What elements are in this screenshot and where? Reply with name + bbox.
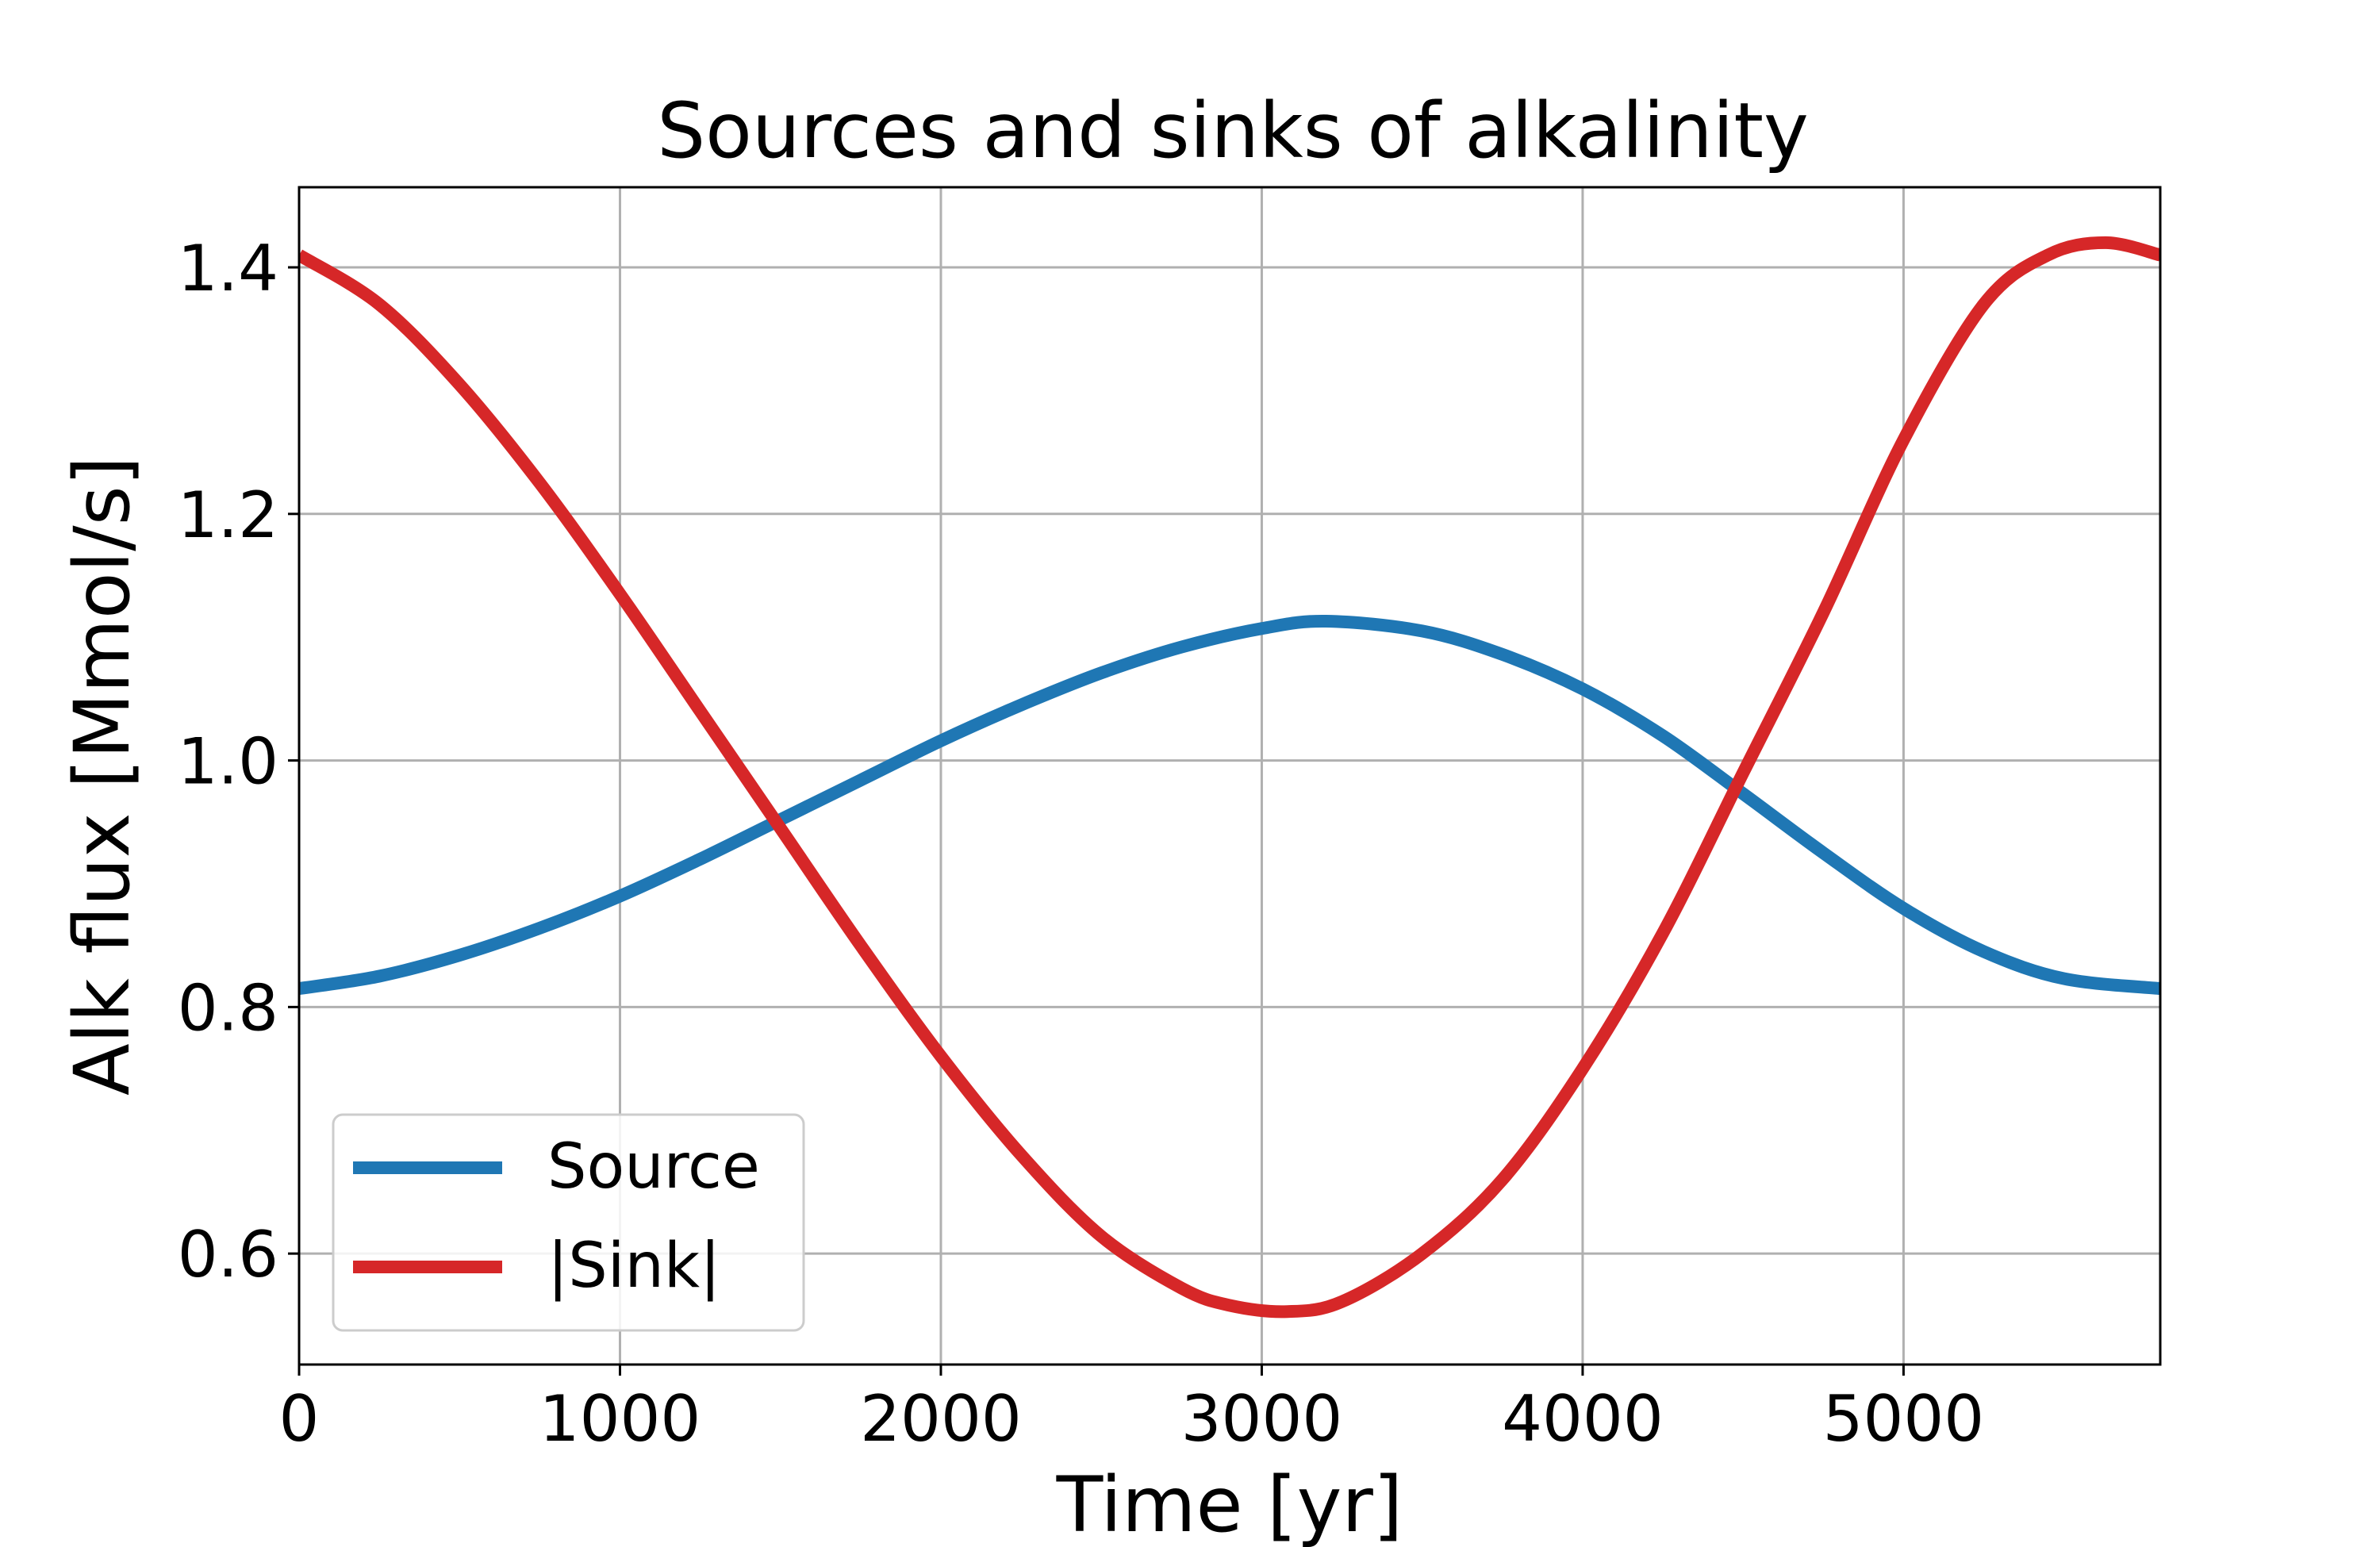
series-lines	[299, 236, 2160, 1319]
grid-lines	[298, 187, 2160, 1365]
x-tick-label: 0	[279, 1382, 320, 1456]
x-tick-label: 5000	[1823, 1382, 1985, 1456]
legend: Source |Sink|	[332, 1113, 805, 1332]
x-tick-label: 2000	[860, 1382, 1022, 1456]
x-tick-label: 1000	[539, 1382, 701, 1456]
x-tick-label: 3000	[1181, 1382, 1343, 1456]
y-tick-label: 0.8	[178, 971, 278, 1045]
y-tick-label: 0.6	[178, 1218, 278, 1292]
x-axis-label: Time [yr]	[1056, 1461, 1403, 1547]
y-tick-label: 1.0	[178, 725, 278, 799]
source-series-line	[299, 614, 2160, 996]
chart-title: Sources and sinks of alkalinity	[657, 86, 1809, 175]
legend-label-source: Source	[547, 1131, 760, 1203]
sink-series-line	[299, 236, 2160, 1319]
y-axis-label: Alk flux [Mmol/s]	[58, 456, 147, 1096]
y-tick-label: 1.2	[178, 478, 278, 552]
y-tick-label: 1.4	[178, 232, 278, 305]
axis-ticks: 0 1000 2000 3000 4000 5000 0.6 0.8 1.0 1.2 1.4	[178, 232, 1984, 1456]
x-tick-label: 4000	[1502, 1382, 1664, 1456]
legend-label-sink: |Sink|	[547, 1230, 720, 1302]
plot-frame	[298, 186, 2162, 1366]
